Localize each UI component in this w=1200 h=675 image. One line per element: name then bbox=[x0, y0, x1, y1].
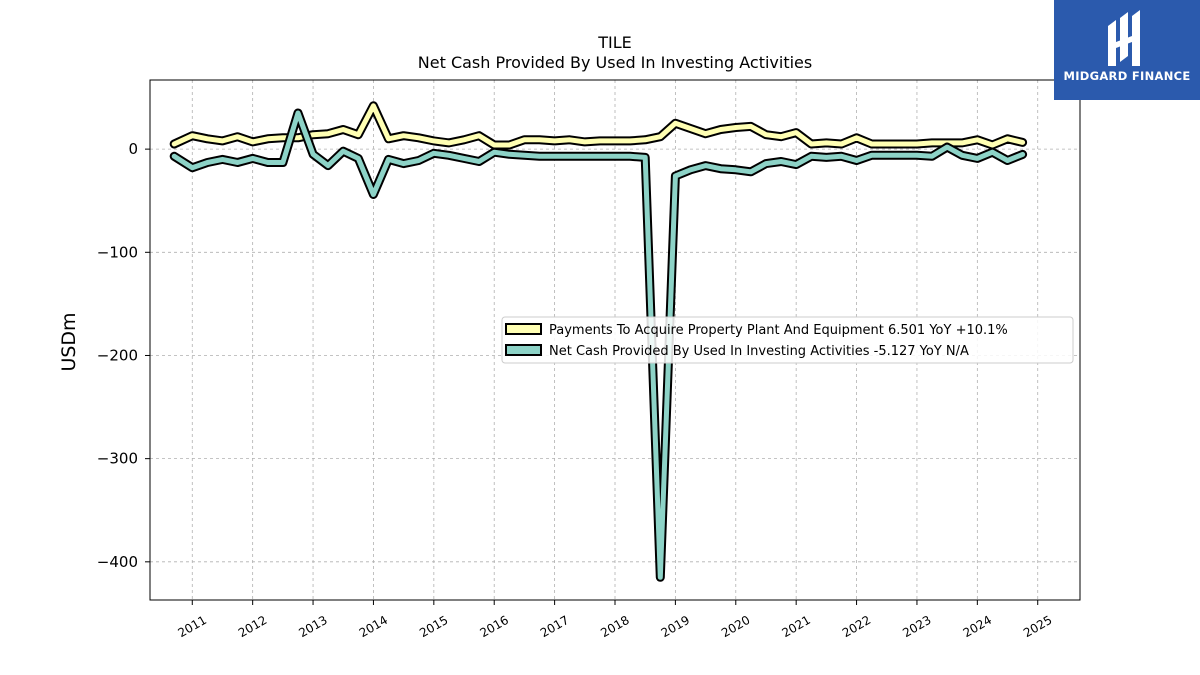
y-tick-label: −300 bbox=[97, 450, 138, 468]
x-tick-label: 2017 bbox=[538, 613, 571, 640]
logo-brand-text: MIDGARD FINANCE bbox=[1063, 69, 1191, 83]
legend-box bbox=[501, 316, 1074, 364]
legend-swatch bbox=[505, 344, 542, 356]
legend-swatch bbox=[505, 323, 542, 335]
x-tick-label: 2014 bbox=[357, 613, 390, 640]
x-tick-label: 2015 bbox=[417, 613, 450, 640]
legend: Payments To Acquire Property Plant And E… bbox=[501, 316, 1074, 364]
x-tick-label: 2025 bbox=[1021, 613, 1054, 640]
midgard-logo-icon bbox=[1108, 10, 1140, 66]
x-tick-label: 2019 bbox=[659, 613, 692, 640]
y-axis-label: USDm bbox=[58, 312, 80, 371]
y-tick-label: −200 bbox=[97, 346, 138, 364]
legend-label: Payments To Acquire Property Plant And E… bbox=[549, 323, 1008, 338]
x-tick-label: 2022 bbox=[840, 613, 873, 640]
midgard-finance-logo: MIDGARD FINANCE bbox=[1054, 0, 1200, 100]
series-line bbox=[171, 110, 1026, 580]
series-layer bbox=[169, 101, 1028, 582]
x-tick-label: 2021 bbox=[779, 613, 812, 640]
x-tick-label: 2012 bbox=[236, 613, 269, 640]
legend-label: Net Cash Provided By Used In Investing A… bbox=[549, 344, 969, 359]
y-axis: 0 −100 −200 −300 −400 bbox=[97, 140, 150, 571]
x-tick-label: 2024 bbox=[961, 613, 994, 640]
chart-title: TILE bbox=[597, 33, 632, 52]
y-tick-label: −400 bbox=[97, 553, 138, 571]
x-tick-label: 2023 bbox=[900, 613, 933, 640]
y-tick-label: 0 bbox=[128, 140, 138, 158]
x-tick-label: 2020 bbox=[719, 613, 752, 640]
chart-subtitle: Net Cash Provided By Used In Investing A… bbox=[418, 53, 812, 72]
x-tick-label: 2011 bbox=[176, 613, 209, 640]
x-tick-label: 2016 bbox=[477, 613, 510, 640]
x-tick-label: 2013 bbox=[296, 613, 329, 640]
y-tick-label: −100 bbox=[97, 243, 138, 261]
series-line bbox=[171, 103, 1026, 148]
x-tick-label: 2018 bbox=[598, 613, 631, 640]
x-axis: 2011 2012 2013 2014 2015 2016 2017 2018 2019 2020… bbox=[176, 600, 1054, 640]
